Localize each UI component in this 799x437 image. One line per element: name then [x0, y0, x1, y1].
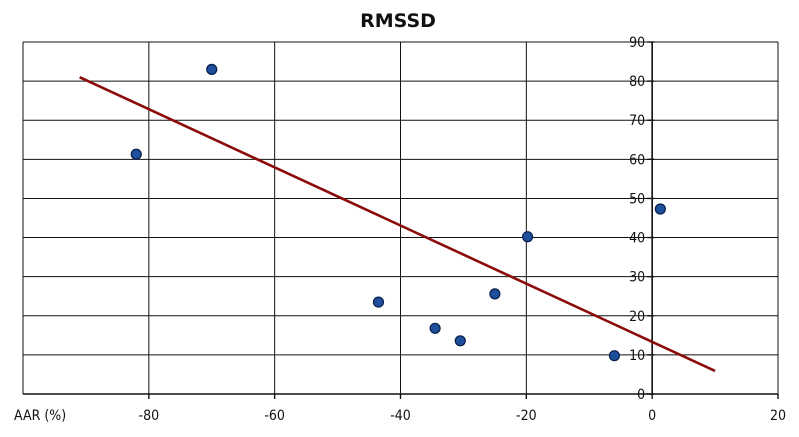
data-point — [372, 296, 385, 308]
chart-title: RMSSD — [360, 10, 436, 32]
x-tick-label: -40 — [390, 408, 411, 424]
y-tick-label: 70 — [629, 113, 645, 129]
x-tick-label: -20 — [516, 408, 537, 424]
y-tick-labels: 0 10 20 30 40 50 60 70 80 90 — [629, 35, 645, 403]
y-tick-label: 20 — [629, 309, 645, 325]
trendline — [79, 76, 716, 373]
y-tick-label: 0 — [637, 387, 645, 403]
x-tick-label: 0 — [648, 408, 656, 424]
trendline-layer — [79, 76, 716, 373]
data-point — [521, 231, 534, 243]
x-axis-label: AAR (%) — [14, 408, 66, 424]
data-point — [654, 203, 666, 215]
data-point — [130, 148, 142, 160]
y-tick-label: 80 — [629, 74, 645, 90]
y-tick-label: 50 — [629, 191, 645, 207]
data-point — [454, 335, 466, 347]
data-point — [489, 288, 501, 300]
data-point — [206, 63, 218, 75]
y-tick-label: 90 — [629, 35, 645, 51]
x-tick-label: -60 — [264, 408, 285, 424]
grid — [22, 41, 779, 399]
x-tick-labels: -80 -60 -40 -20 0 20 — [139, 408, 786, 424]
y-tick-label: 60 — [629, 152, 645, 168]
x-tick-label: 20 — [770, 408, 786, 424]
y-tick-label: 40 — [629, 231, 645, 247]
x-tick-label: -80 — [139, 408, 160, 424]
data-point — [429, 322, 441, 334]
data-point — [608, 350, 621, 362]
points-layer — [130, 63, 666, 362]
y-tick-label: 30 — [629, 270, 645, 286]
y-tick-label: 10 — [629, 348, 645, 364]
